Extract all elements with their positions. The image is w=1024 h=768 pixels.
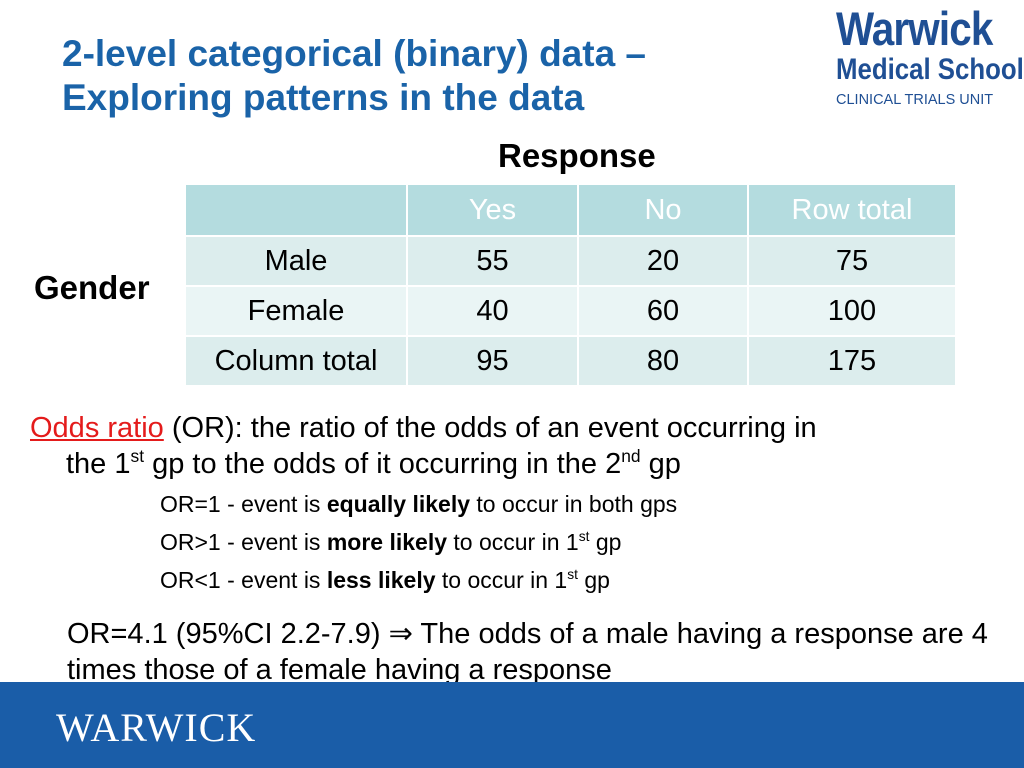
table-cell: 40 bbox=[406, 285, 579, 337]
table-cell: 175 bbox=[747, 335, 957, 387]
table-header-cell bbox=[184, 183, 408, 237]
contingency-table: Yes No Row total Male 55 20 75 Female 40… bbox=[184, 183, 957, 387]
definition-text: gp bbox=[640, 448, 681, 480]
table-header-cell: Row total bbox=[747, 183, 957, 237]
slide-title-line1: 2-level categorical (binary) data – bbox=[62, 33, 647, 74]
table-row: Male 55 20 75 bbox=[184, 235, 957, 287]
definition-line2: the 1st gp to the odds of it occurring i… bbox=[30, 446, 990, 482]
table-cell: 20 bbox=[577, 235, 749, 287]
definition-text: gp to the odds of it occurring in the 2 bbox=[144, 448, 622, 480]
definition-line1: Odds ratio (OR): the ratio of the odds o… bbox=[30, 410, 990, 446]
list-item: OR<1 - event is less likely to occur in … bbox=[160, 561, 677, 599]
item-text: OR>1 - event is bbox=[160, 529, 327, 555]
definition-text: the 1 bbox=[66, 448, 131, 480]
conclusion-text: OR=4.1 (95%CI 2.2-7.9) ⇒ The odds of a m… bbox=[67, 616, 1007, 688]
odds-ratio-definition: Odds ratio (OR): the ratio of the odds o… bbox=[30, 410, 990, 482]
ordinal-suffix: st bbox=[567, 567, 578, 583]
warwick-medical-school-logo: Warwick Medical School CLINICAL TRIALS U… bbox=[836, 2, 1024, 111]
ordinal-suffix: nd bbox=[621, 445, 641, 466]
ordinal-suffix: st bbox=[578, 529, 590, 545]
or-interpretation-list: OR=1 - event is equally likely to occur … bbox=[160, 485, 677, 599]
warwick-footer-logo: WARWICK bbox=[56, 705, 257, 750]
table-header-cell: Yes bbox=[406, 183, 579, 237]
table-header-cell: No bbox=[577, 183, 749, 237]
ordinal-suffix: st bbox=[130, 445, 145, 466]
item-emphasis: less likely bbox=[326, 567, 436, 593]
table-header-row: Yes No Row total bbox=[184, 183, 957, 237]
table-row: Female 40 60 100 bbox=[184, 285, 957, 337]
table-cell: Female bbox=[184, 285, 408, 337]
table-cell: 95 bbox=[406, 335, 579, 387]
logo-ctu-text: CLINICAL TRIALS UNIT bbox=[836, 92, 994, 108]
table-cell: Male bbox=[184, 235, 408, 287]
slide-title-line2: Exploring patterns in the data bbox=[62, 77, 585, 118]
item-text: OR=1 - event is bbox=[160, 491, 327, 517]
table-cell: 100 bbox=[747, 285, 957, 337]
table-row: Column total 95 80 175 bbox=[184, 335, 957, 387]
item-text: to occur in 1 bbox=[447, 529, 579, 555]
odds-ratio-link[interactable]: Odds ratio bbox=[30, 412, 164, 444]
slide-title: 2-level categorical (binary) data – Expl… bbox=[62, 32, 802, 120]
logo-warwick-text: Warwick bbox=[836, 2, 993, 55]
response-label: Response bbox=[498, 137, 656, 174]
table-cell: Column total bbox=[184, 335, 408, 387]
table-cell: 55 bbox=[406, 235, 579, 287]
item-text: gp bbox=[589, 529, 622, 555]
table-cell: 60 bbox=[577, 285, 749, 337]
list-item: OR=1 - event is equally likely to occur … bbox=[160, 485, 677, 523]
definition-text: (OR): the ratio of the odds of an event … bbox=[163, 412, 817, 444]
item-emphasis: equally likely bbox=[326, 491, 471, 517]
item-text: to occur in both gps bbox=[470, 491, 678, 517]
conclusion-part: The odds of a male having a response are… bbox=[67, 618, 988, 686]
table-cell: 75 bbox=[747, 235, 957, 287]
logo-medical-school-text: Medical School bbox=[836, 53, 1024, 86]
footer-bar: WARWICK bbox=[0, 682, 1024, 768]
conclusion-part: OR=4.1 (95%CI 2.2-7.9) bbox=[67, 618, 389, 650]
item-emphasis: more likely bbox=[326, 529, 448, 555]
item-text: gp bbox=[577, 567, 610, 593]
gender-label: Gender bbox=[34, 269, 150, 306]
list-item: OR>1 - event is more likely to occur in … bbox=[160, 523, 677, 561]
item-text: OR<1 - event is bbox=[160, 567, 327, 593]
item-text: to occur in 1 bbox=[435, 567, 568, 593]
implies-arrow-icon: ⇒ bbox=[388, 618, 413, 650]
table-cell: 80 bbox=[577, 335, 749, 387]
